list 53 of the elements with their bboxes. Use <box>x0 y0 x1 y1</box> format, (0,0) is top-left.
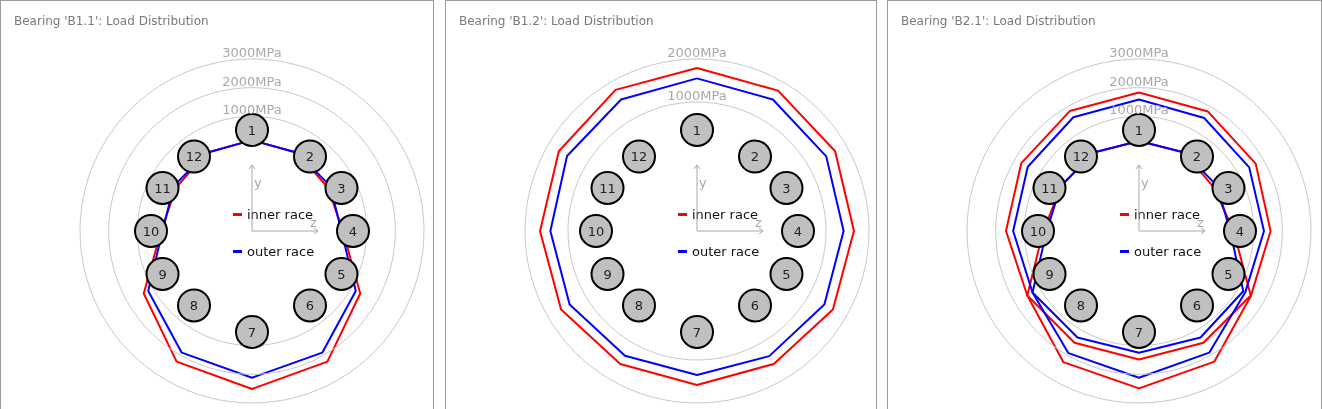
spoke-label: 5 <box>782 266 791 282</box>
text: y <box>254 175 262 190</box>
y-tick-label: 3000MPa <box>222 45 282 60</box>
spoke-label: 4 <box>348 223 358 239</box>
spoke-label: 1 <box>247 122 257 138</box>
spoke-label: 10 <box>142 223 160 239</box>
y-tick-label: 1000MPa <box>1109 102 1169 118</box>
spoke-label: 5 <box>337 266 346 282</box>
spoke-label: 9 <box>603 266 612 282</box>
spoke-label: 3 <box>782 180 791 196</box>
y-tick-label: 2000MPa <box>667 45 727 60</box>
spoke-label: 7 <box>1134 324 1144 340</box>
chart-title: Bearing 'B1.1': Load Distribution <box>14 14 209 28</box>
y-tick-label: 3000MPa <box>1109 45 1169 60</box>
spoke-label: 2 <box>305 149 315 165</box>
spoke-label: 3 <box>337 180 346 196</box>
spoke-label: 8 <box>634 297 644 313</box>
y-tick-label: 2000MPa <box>222 73 282 89</box>
spoke-label: 9 <box>158 266 167 282</box>
spoke-label: 8 <box>1076 297 1086 313</box>
spoke-label: 11 <box>154 180 171 196</box>
spoke-label: 6 <box>305 297 315 313</box>
spoke-label: 4 <box>793 223 803 239</box>
spoke-label: 11 <box>1041 180 1058 196</box>
spoke-label: 8 <box>189 297 199 313</box>
spoke-label: 7 <box>692 324 702 340</box>
y-tick-label: 1000MPa <box>222 102 282 118</box>
spoke-label: 6 <box>1192 297 1202 313</box>
spoke-label: 5 <box>1224 266 1233 282</box>
spoke-label: 3 <box>1224 180 1233 196</box>
chart-title: Bearing 'B2.1': Load Distribution <box>901 14 1096 28</box>
spoke-label: 4 <box>1235 223 1245 239</box>
spoke-label: 2 <box>750 149 760 165</box>
spoke-label: 12 <box>185 149 203 165</box>
spoke-label: 6 <box>750 297 760 313</box>
text: y <box>1141 175 1149 190</box>
spoke-label: 7 <box>247 324 257 340</box>
spoke-label: 2 <box>1192 149 1202 165</box>
spoke-label: 1 <box>1134 122 1144 138</box>
legend-label: outer race <box>692 244 760 259</box>
legend-label: outer race <box>247 244 315 259</box>
spoke-label: 11 <box>599 180 616 196</box>
spoke-label: 9 <box>1045 266 1054 282</box>
spoke-label: 10 <box>1029 223 1047 239</box>
spoke-label: 12 <box>630 149 648 165</box>
y-tick-label: 1000MPa <box>667 88 727 103</box>
chart-title: Bearing 'B1.2': Load Distribution <box>459 14 654 28</box>
y-tick-label: 2000MPa <box>1109 73 1169 89</box>
text: y <box>699 175 707 190</box>
spoke-label: 10 <box>587 223 605 239</box>
legend-label: outer race <box>1134 244 1202 259</box>
spoke-label: 1 <box>692 122 702 138</box>
spoke-label: 12 <box>1072 149 1090 165</box>
